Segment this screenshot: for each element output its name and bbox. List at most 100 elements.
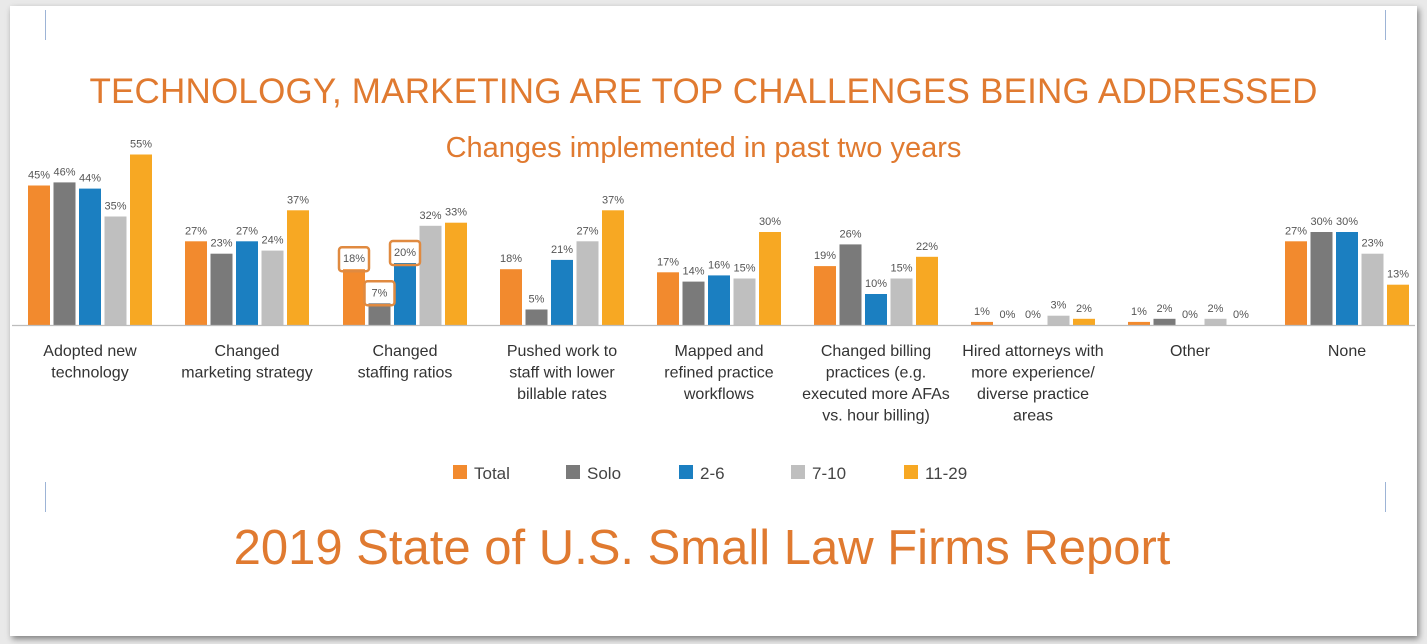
legend-swatch xyxy=(566,465,580,479)
data-label: 15% xyxy=(890,263,912,275)
bar-7-10-1 xyxy=(261,250,284,325)
legend-swatch xyxy=(453,465,467,479)
bar-2-6-5 xyxy=(865,294,887,325)
bar-7-10-0 xyxy=(104,216,127,325)
bar-total-2 xyxy=(343,269,365,325)
legend-label: 7-10 xyxy=(812,464,846,483)
data-label: 2% xyxy=(1208,303,1224,315)
bar-solo-5 xyxy=(839,244,862,325)
category-labels-layer: Adopted new technology Changed marketing st… xyxy=(43,343,1366,425)
data-label: 1% xyxy=(1131,306,1147,318)
data-label: 5% xyxy=(529,294,545,306)
legend-label: Solo xyxy=(587,464,621,483)
bar-solo-8 xyxy=(1310,232,1333,325)
value-labels-layer: 45% 27% 18% 18% 17% 19% 1% 1% 27% 46% 23% 7% 5% 14% 26… xyxy=(28,139,1409,322)
data-label: 1% xyxy=(974,306,990,318)
bar-total-1 xyxy=(185,241,207,325)
bar-total-8 xyxy=(1285,241,1307,325)
data-label: 37% xyxy=(602,194,624,206)
category-label: Hired attorneys with more experience/dive… xyxy=(962,343,1103,425)
data-label: 45% xyxy=(28,170,50,182)
data-label: 0% xyxy=(1233,309,1249,321)
legend-swatch xyxy=(679,465,693,479)
data-label: 15% xyxy=(733,263,755,275)
data-label: 21% xyxy=(551,244,573,256)
category-label: None xyxy=(1328,343,1366,360)
bar-7-10-6 xyxy=(1047,315,1070,325)
data-label: 37% xyxy=(287,194,309,206)
data-label: 27% xyxy=(576,225,598,237)
data-label: 27% xyxy=(236,225,258,237)
bar-2-6-3 xyxy=(551,259,573,325)
data-label: 2% xyxy=(1076,303,1092,315)
data-label: 30% xyxy=(1336,216,1358,228)
data-label: 46% xyxy=(53,166,75,178)
legend-swatch xyxy=(904,465,918,479)
legend-label: Total xyxy=(474,464,510,483)
data-label: 18% xyxy=(500,253,522,265)
bar-11-29-6 xyxy=(1073,318,1095,325)
data-label: 13% xyxy=(1387,269,1409,281)
chart-subtitle: Changes implemented in past two years xyxy=(445,132,962,164)
highlight-box xyxy=(363,280,396,307)
data-label: 24% xyxy=(261,235,283,247)
legend-label: 11-29 xyxy=(925,464,967,483)
data-label: 23% xyxy=(210,238,232,250)
bar-7-10-2 xyxy=(419,225,442,325)
data-label: 55% xyxy=(130,139,152,151)
data-label: 35% xyxy=(104,201,126,213)
highlight-box xyxy=(388,239,422,267)
bar-7-10-5 xyxy=(890,278,913,325)
category-label: Adopted new technology xyxy=(43,343,137,382)
bars-layer xyxy=(28,154,1409,325)
bar-2-6-2 xyxy=(394,263,416,325)
bar-solo-2 xyxy=(368,303,391,325)
legend-swatch xyxy=(791,465,805,479)
data-label: 20% xyxy=(394,247,416,259)
data-label: 30% xyxy=(759,216,781,228)
corner-mark-bottom-right xyxy=(1385,482,1386,512)
bar-7-10-3 xyxy=(576,241,599,325)
data-label: 0% xyxy=(1025,309,1041,321)
data-label: 30% xyxy=(1310,216,1332,228)
bar-2-6-0 xyxy=(79,188,101,325)
corner-mark-top-right xyxy=(1385,10,1386,40)
bar-total-7 xyxy=(1128,321,1150,325)
legend-label: 2-6 xyxy=(700,464,725,483)
bar-total-0 xyxy=(28,185,50,325)
data-label: 19% xyxy=(814,250,836,262)
bar-2-6-4 xyxy=(708,275,730,325)
bar-11-29-8 xyxy=(1387,284,1409,325)
highlight-box xyxy=(337,245,371,273)
bar-2-6-8 xyxy=(1336,232,1358,325)
bar-total-4 xyxy=(657,272,679,325)
bar-7-10-8 xyxy=(1361,253,1384,325)
data-label: 32% xyxy=(419,210,441,222)
bar-solo-7 xyxy=(1153,318,1176,325)
category-label: Mapped and refined practice workflows xyxy=(664,343,773,403)
bar-solo-1 xyxy=(210,253,233,325)
data-label: 27% xyxy=(185,225,207,237)
bar-solo-4 xyxy=(682,281,705,325)
data-label: 14% xyxy=(682,266,704,278)
data-label: 27% xyxy=(1285,225,1307,237)
data-label: 10% xyxy=(865,278,887,290)
bar-total-3 xyxy=(500,269,522,325)
corner-mark-top-left xyxy=(45,10,46,40)
category-label: Changed marketing strategy xyxy=(181,343,313,382)
data-label: 17% xyxy=(657,256,679,268)
bar-7-10-7 xyxy=(1204,318,1227,325)
bar-11-29-3 xyxy=(602,210,624,325)
bar-solo-0 xyxy=(53,182,76,325)
bar-11-29-2 xyxy=(445,222,467,325)
category-label: Pushed work to staff with lower billable r… xyxy=(507,343,617,403)
data-label: 0% xyxy=(1000,309,1016,321)
bar-11-29-4 xyxy=(759,232,781,325)
category-label: Changed billing practices (e.g. executed m… xyxy=(802,343,950,425)
category-label: Changed staffing ratios xyxy=(358,343,453,382)
legend: Total Solo 2-6 7-10 11-29 xyxy=(453,464,967,483)
data-label: 16% xyxy=(708,259,730,271)
data-label: 3% xyxy=(1051,300,1067,312)
